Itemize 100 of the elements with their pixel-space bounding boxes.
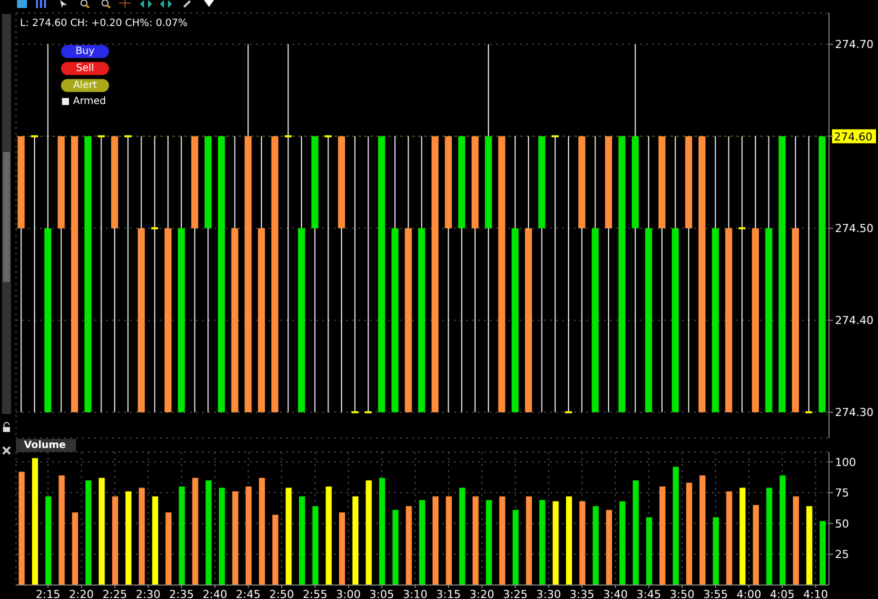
bar xyxy=(646,517,652,585)
bar xyxy=(366,480,372,585)
candlestick xyxy=(738,136,746,412)
bar xyxy=(152,496,158,585)
candlestick xyxy=(805,136,812,414)
x-tick-label: 3:45 xyxy=(636,588,662,599)
x-tick-label: 2:50 xyxy=(269,588,294,599)
bar xyxy=(432,496,439,585)
x-tick-label: 3:15 xyxy=(436,588,461,599)
bar xyxy=(619,501,626,585)
bar xyxy=(579,501,586,585)
button: Sell xyxy=(61,62,109,75)
y-tick-label: 274.30 xyxy=(835,406,874,420)
bar xyxy=(246,486,252,585)
bar xyxy=(552,501,559,585)
x-tick-label: 2:45 xyxy=(236,588,261,599)
x-tick-label: 3:25 xyxy=(502,588,528,599)
annotation: L: 274.60 CH: +0.20 CH%: 0.07% xyxy=(20,18,188,29)
candlestick xyxy=(565,136,572,414)
x-tick-label: 3:20 xyxy=(470,588,494,599)
x-tick-label: 3:30 xyxy=(536,588,562,599)
bar xyxy=(392,510,398,585)
bar xyxy=(72,512,78,585)
x-tick-label: 3:35 xyxy=(570,588,594,599)
x-tick-label: 2:35 xyxy=(169,588,194,599)
bar xyxy=(272,514,278,585)
bar xyxy=(659,486,666,585)
candlestick xyxy=(324,135,332,412)
bar xyxy=(726,491,732,585)
candlestick xyxy=(552,135,559,412)
bar xyxy=(18,472,25,585)
x-tick-label: 2:55 xyxy=(302,588,328,599)
bar xyxy=(606,510,612,585)
bar xyxy=(566,496,572,585)
bar xyxy=(512,510,519,585)
bar xyxy=(712,517,719,585)
bar xyxy=(699,475,706,585)
bar xyxy=(780,475,786,585)
bar xyxy=(206,480,212,585)
annotation: Armed xyxy=(73,96,106,107)
x-tick-label: 4:00 xyxy=(736,588,762,599)
x-tick-label: 3:40 xyxy=(603,588,628,599)
bar xyxy=(352,496,358,585)
x-tick-label: 2:25 xyxy=(102,588,128,599)
bar xyxy=(98,478,105,585)
bar xyxy=(58,475,65,585)
bar xyxy=(406,506,412,585)
bar xyxy=(486,500,492,585)
bar xyxy=(419,500,426,585)
x-tick-label: 2:40 xyxy=(202,588,228,599)
y-tick-label: 75 xyxy=(835,486,849,500)
bar xyxy=(472,496,479,585)
candlestick xyxy=(351,136,358,414)
bar xyxy=(112,496,118,585)
bar xyxy=(32,458,38,585)
bar xyxy=(806,506,812,585)
x-tick-label: 3:10 xyxy=(402,588,428,599)
x-tick-label: 2:30 xyxy=(136,588,161,599)
bar xyxy=(339,512,346,585)
candlestick xyxy=(284,44,292,412)
x-tick-label: 3:55 xyxy=(703,588,728,599)
y-tick-label: 274.40 xyxy=(835,314,874,328)
bar xyxy=(218,488,225,585)
bar xyxy=(45,496,52,585)
candlestick xyxy=(124,135,132,412)
bar xyxy=(326,486,332,585)
bar xyxy=(232,491,238,585)
candlestick xyxy=(151,136,158,412)
bar xyxy=(286,488,292,585)
y-tick-label: 274.70 xyxy=(835,38,874,52)
bar xyxy=(752,504,759,585)
bar xyxy=(792,496,799,585)
bar xyxy=(740,488,746,585)
bar xyxy=(686,482,692,585)
bar xyxy=(178,486,185,585)
bar xyxy=(166,512,172,585)
x-tick-label: 4:05 xyxy=(770,588,795,599)
bar xyxy=(125,491,132,585)
y-tick-label: 50 xyxy=(835,517,849,530)
x-tick-label: 3:50 xyxy=(670,588,694,599)
button: Alert xyxy=(61,79,109,92)
x-tick-label: 3:05 xyxy=(369,588,394,599)
bar xyxy=(258,478,265,585)
bar xyxy=(85,480,92,585)
y-tick-label: 100 xyxy=(835,456,856,469)
ref-line-label: 274.60 xyxy=(834,130,872,144)
candlestick xyxy=(364,136,372,414)
bar xyxy=(526,496,532,585)
bar xyxy=(539,500,546,585)
button: Buy xyxy=(61,45,109,58)
bar xyxy=(192,478,198,585)
x-tick-label: 2:20 xyxy=(69,588,94,599)
bar xyxy=(379,478,386,585)
bar xyxy=(766,488,772,585)
bar xyxy=(592,506,599,585)
bar xyxy=(820,520,826,585)
x-tick-label: 3:00 xyxy=(336,588,361,599)
chart-title: Volume xyxy=(16,439,76,452)
bar xyxy=(499,496,506,585)
bar xyxy=(632,480,639,585)
